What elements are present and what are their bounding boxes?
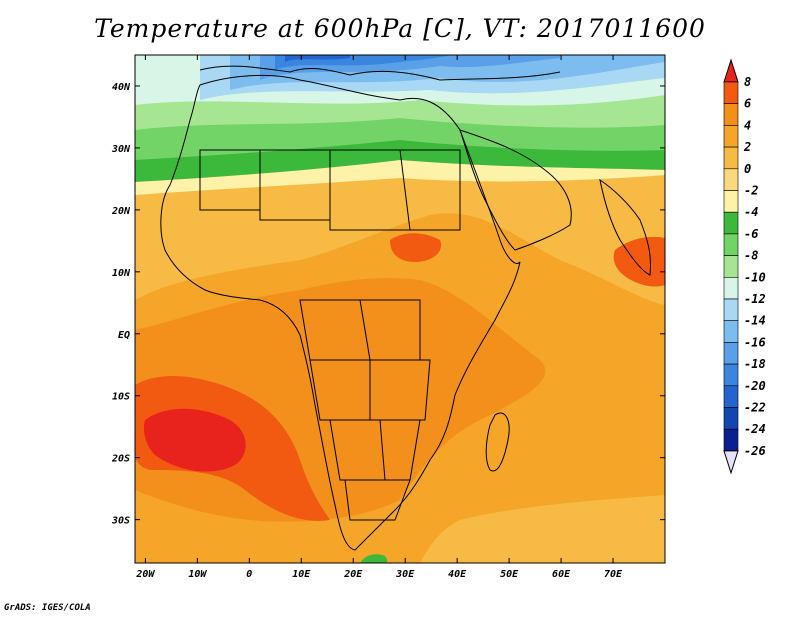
footer-credit: GrADS: IGES/COLA bbox=[4, 603, 91, 613]
colorbar-level-label: 2 bbox=[743, 140, 751, 154]
lat-tick-label: 30S bbox=[111, 516, 130, 527]
plot-frame bbox=[134, 54, 666, 564]
colorbar-swatch bbox=[723, 146, 739, 170]
colorbar-swatch bbox=[723, 276, 739, 300]
colorbar-level-label: -16 bbox=[744, 335, 766, 349]
colorbar-swatch bbox=[723, 407, 739, 430]
lat-tick-label: 30N bbox=[111, 144, 131, 155]
colorbar-swatch bbox=[723, 255, 739, 278]
lon-tick-label: 70E bbox=[604, 569, 623, 580]
colorbar-swatch bbox=[723, 125, 739, 148]
europe-coastline bbox=[199, 65, 561, 81]
colorbar-arrow-top bbox=[723, 58, 739, 83]
lon-tick-label: 10E bbox=[292, 569, 311, 580]
madagascar-coastline bbox=[485, 412, 510, 472]
field-band-plus2-south bbox=[420, 495, 665, 563]
axis-ticks: 20W 10W 0 10E 20E 30E 40E 50E 60E 70E 40N 30N 20N 10N… bbox=[111, 55, 665, 580]
country-borders bbox=[199, 149, 461, 521]
colorbar-swatch bbox=[723, 103, 739, 126]
colorbar-level-label: 4 bbox=[744, 118, 751, 132]
colorbar-level-label: -20 bbox=[744, 379, 766, 393]
colorbar-level-label: -26 bbox=[744, 444, 766, 458]
lon-tick-label: 20E bbox=[343, 569, 363, 580]
lon-tick-label: 10W bbox=[188, 569, 207, 580]
colorbar-level-label: 6 bbox=[744, 97, 751, 111]
colorbar-swatch bbox=[723, 81, 739, 105]
colorbar-level-label: 0 bbox=[744, 162, 751, 176]
lon-tick-label: 50E bbox=[500, 569, 519, 580]
lon-tick-label: 60E bbox=[552, 569, 571, 580]
colorbar-level-label: -18 bbox=[744, 357, 766, 371]
field-band-plus6-sahel bbox=[390, 233, 442, 262]
africa-coastline bbox=[160, 74, 521, 551]
lon-tick-label: 40E bbox=[448, 569, 467, 580]
colorbar: 8 6 4 2 0 -2 -4 -6 -8 -10 -12 -14 -16 -18 -20 -22 -24 -26 bbox=[723, 58, 766, 475]
colorbar-level-label: -14 bbox=[744, 314, 766, 328]
india-coastline bbox=[599, 178, 651, 276]
colorbar-level-label: -22 bbox=[744, 401, 766, 415]
colorbar-level-label: -8 bbox=[744, 249, 758, 263]
lat-tick-label: EQ bbox=[118, 330, 130, 341]
lat-tick-label: 20N bbox=[111, 206, 131, 217]
colorbar-level-label: 8 bbox=[744, 75, 751, 89]
colorbar-level-label: -4 bbox=[744, 205, 758, 219]
colorbar-level-label: -2 bbox=[744, 184, 758, 198]
colorbar-level-label: -6 bbox=[744, 227, 758, 241]
lat-tick-label: 10S bbox=[112, 392, 130, 403]
field-band-plus8-atlantic bbox=[143, 408, 246, 472]
lat-tick-label: 20S bbox=[111, 454, 130, 465]
lat-tick-label: 40N bbox=[112, 82, 131, 93]
lon-tick-label: 0 bbox=[246, 569, 252, 580]
field-band-cold-cape bbox=[360, 554, 388, 563]
colorbar-swatch bbox=[723, 320, 739, 343]
colorbar-level-label: -24 bbox=[744, 422, 766, 436]
chart-title: Temperature at 600hPa [C], VT: 201701160… bbox=[94, 14, 706, 43]
colorbar-swatch bbox=[723, 342, 739, 365]
colorbar-swatch bbox=[723, 428, 739, 452]
colorbar-level-label: -10 bbox=[744, 270, 766, 284]
coastlines bbox=[160, 65, 651, 551]
colorbar-swatch bbox=[723, 385, 739, 408]
field-band-plus4-interior bbox=[284, 315, 434, 417]
colorbar-arrow-bottom bbox=[723, 450, 739, 475]
arabia-coastline bbox=[459, 129, 572, 251]
temperature-field bbox=[135, 55, 665, 563]
colorbar-swatch bbox=[723, 190, 739, 213]
lon-tick-label: 20W bbox=[135, 569, 155, 580]
lon-tick-label: 30E bbox=[395, 569, 415, 580]
colorbar-swatch bbox=[723, 363, 739, 387]
colorbar-swatch bbox=[723, 298, 739, 322]
colorbar-swatch bbox=[723, 168, 739, 191]
colorbar-level-label: -12 bbox=[744, 292, 766, 306]
colorbar-swatch bbox=[723, 211, 739, 235]
lat-tick-label: 10N bbox=[112, 268, 131, 279]
colorbar-swatch bbox=[723, 233, 739, 256]
